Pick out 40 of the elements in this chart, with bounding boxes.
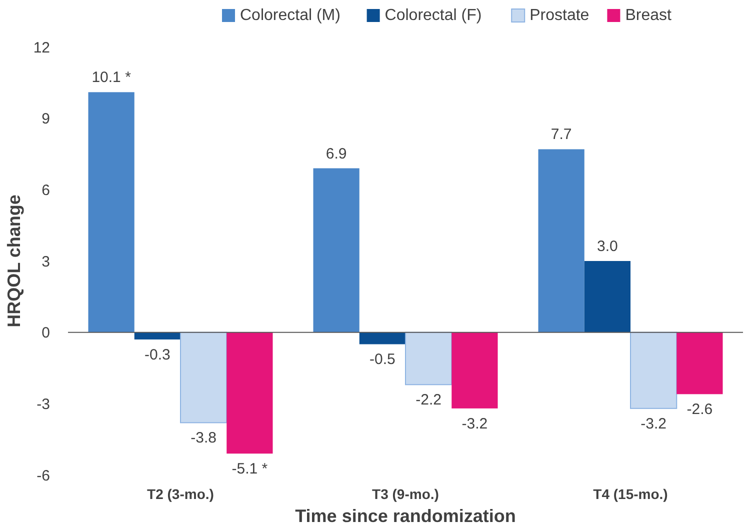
bar: [226, 332, 273, 454]
bar: [630, 332, 678, 409]
bar: [313, 168, 360, 332]
y-tick-label: 0: [42, 324, 50, 342]
y-tick-label: 12: [33, 39, 50, 56]
y-axis-title: HRQOL change: [4, 194, 24, 328]
legend-label: Prostate: [530, 7, 590, 24]
x-tick-label: T4 (15-mo.): [593, 486, 668, 502]
x-axis-title: Time since randomization: [295, 506, 516, 526]
data-label: -0.5: [370, 351, 396, 368]
y-tick-label: 9: [42, 110, 50, 128]
bar: [538, 149, 584, 332]
legend-label: Colorectal (M): [240, 7, 340, 24]
bar: [134, 332, 180, 340]
legend-label: Breast: [625, 7, 672, 24]
bar: [180, 332, 228, 424]
bar: [452, 332, 498, 408]
data-label: 3.0: [597, 238, 618, 255]
data-label: 6.9: [326, 145, 347, 162]
data-label: -3.8: [190, 430, 216, 447]
y-tick-label: 3: [42, 253, 50, 270]
y-tick-label: -6: [36, 467, 50, 484]
data-label: 7.7: [550, 126, 572, 144]
data-label: -2.2: [416, 392, 442, 409]
bar: [88, 92, 134, 332]
x-tick-label: T3 (9-mo.): [372, 486, 439, 502]
bar: [359, 332, 406, 344]
data-label: -0.3: [144, 346, 170, 364]
bar: [676, 332, 723, 394]
data-label: -3.2: [640, 415, 666, 432]
bar: [584, 261, 630, 332]
x-tick-label: T2 (3-mo.): [147, 486, 214, 502]
legend-label: Colorectal (F): [384, 7, 482, 24]
data-label: 10.1 *: [92, 69, 132, 86]
y-tick-label: 6: [42, 182, 50, 199]
y-tick-label: -3: [36, 396, 50, 413]
data-label: -5.1 *: [232, 460, 268, 478]
data-label: -3.2: [462, 415, 488, 432]
data-label: -2.6: [686, 401, 713, 418]
bar: [405, 332, 452, 386]
